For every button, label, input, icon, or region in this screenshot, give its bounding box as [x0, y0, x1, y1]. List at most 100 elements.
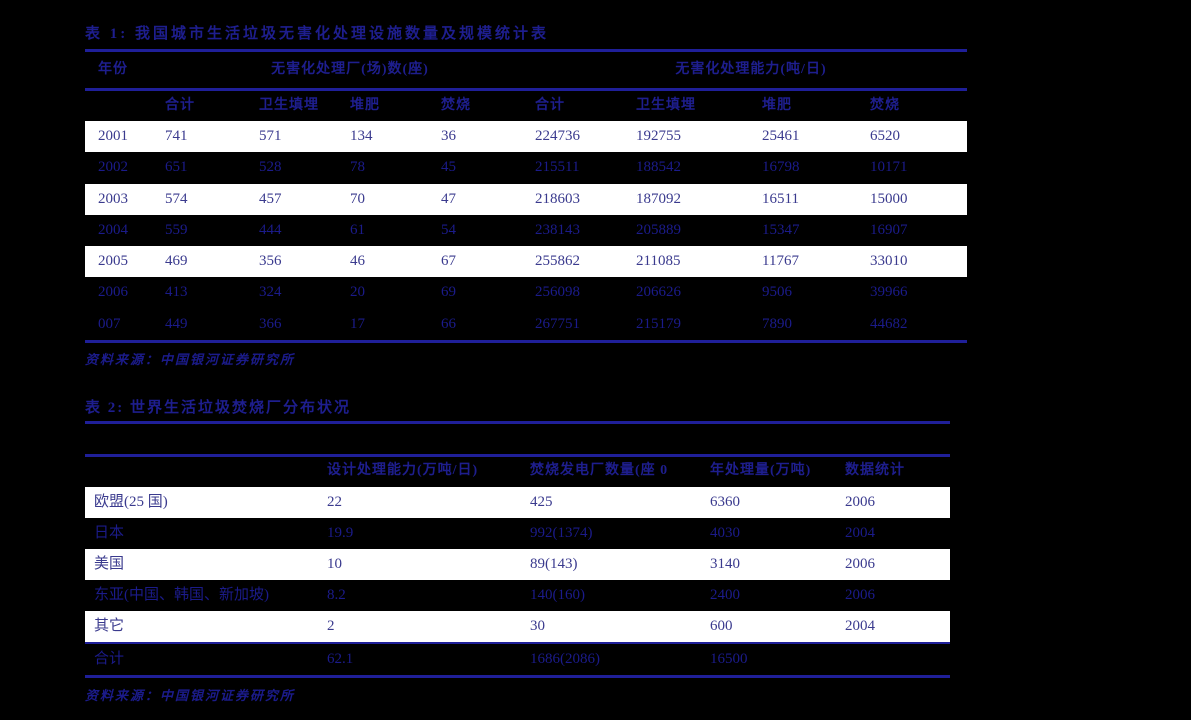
table-cell: 16500: [710, 651, 748, 668]
table-cell: 457: [259, 190, 282, 207]
table-cell: 218603: [535, 190, 580, 207]
table-cell: 134: [350, 128, 373, 144]
table1-source: 资料来源：中国银河证券研究所: [85, 352, 296, 368]
table-cell: 2006: [845, 494, 875, 511]
table-cell: 741: [165, 128, 188, 144]
table2-bottom-rule: [85, 675, 950, 679]
table-row: 2002 651 528 78 45 215511 188542 16798 1…: [85, 152, 967, 183]
table-cell: 69: [441, 284, 456, 301]
column-header: 焚烧: [441, 98, 471, 113]
column-header: 卫生填埋: [636, 98, 696, 113]
table-cell: 36: [441, 128, 456, 144]
table-cell: 合计: [94, 651, 125, 668]
table-cell: 25461: [762, 128, 800, 144]
table-cell: 44682: [870, 315, 908, 332]
table-cell: 2005: [98, 253, 128, 270]
table-cell: 61: [350, 221, 365, 238]
table-row: 美国 10 89(143) 3140 2006: [85, 549, 950, 581]
table-row: 2004 559 444 61 54 238143 205889 15347 1…: [85, 215, 967, 246]
table1-bottom-rule: [85, 340, 967, 344]
table-cell: [845, 644, 950, 675]
table-row: 2006 413 324 20 69 256098 206626 9506 39…: [85, 277, 967, 308]
table-cell: 425: [530, 494, 553, 511]
table-cell: 2400: [710, 587, 740, 604]
table-cell: 33010: [870, 253, 908, 270]
table-cell: 4030: [710, 525, 740, 542]
table-cell: 140(160): [530, 587, 585, 604]
table-row: 2003 574 457 70 47 218603 187092 16511 1…: [85, 183, 967, 215]
table-cell: 其它: [94, 618, 125, 635]
table2-total-rule: [85, 642, 950, 645]
table-cell: 188542: [636, 159, 681, 176]
table-cell: 192755: [636, 128, 681, 144]
table-cell: 574: [165, 190, 188, 207]
column-header: 合计: [165, 98, 195, 113]
column-header: 设计处理能力(万吨/日): [327, 463, 479, 479]
table-cell: 2001: [98, 128, 128, 144]
table-cell: 欧盟(25 国): [94, 494, 168, 511]
table-cell: 6360: [710, 494, 740, 511]
table-cell: 324: [259, 284, 282, 301]
table1-year-header: 年份: [98, 62, 128, 77]
report-page: 表 1: 我国城市生活垃圾无害化处理设施数量及规模统计表 年份 无害化处理厂(场…: [85, 0, 967, 704]
table1-group-header-count: 无害化处理厂(场)数(座): [271, 62, 429, 77]
table-cell: 215511: [535, 159, 580, 176]
table-row: 2001 741 571 134 36 224736 192755 25461 …: [85, 121, 967, 153]
table-cell: 2004: [98, 221, 128, 238]
table-cell: 992(1374): [530, 525, 593, 542]
column-header: 焚烧发电厂数量(座 0: [530, 463, 669, 479]
table2-title-rule: [85, 421, 950, 425]
table-cell: 16907: [870, 221, 908, 238]
table-cell: 2006: [98, 284, 128, 301]
table-cell: 7890: [762, 315, 792, 332]
table-cell: 2: [327, 618, 335, 635]
table-cell: 70: [350, 190, 365, 207]
table2-header-row: 设计处理能力(万吨/日) 焚烧发电厂数量(座 0 年处理量(万吨) 数据统计: [85, 454, 950, 487]
table-cell: 2003: [98, 190, 128, 207]
table-cell: 10: [327, 556, 342, 573]
column-header: 堆肥: [762, 98, 792, 113]
table-cell: 30: [530, 618, 545, 635]
table-cell: 15347: [762, 221, 800, 238]
table2-source: 资料来源：中国银河证券研究所: [85, 688, 296, 704]
table-cell: 571: [259, 128, 282, 144]
table-cell: 15000: [870, 190, 908, 207]
table-cell: 206626: [636, 284, 681, 301]
table-cell: 47: [441, 190, 456, 207]
table-cell: 215179: [636, 315, 681, 332]
table-cell: 78: [350, 159, 365, 176]
table-cell: 东亚(中国、韩国、新加坡): [94, 587, 269, 604]
table1-subheader-row: 合计 卫生填埋 堆肥 焚烧 合计 卫生填埋 堆肥 焚烧: [85, 91, 967, 121]
table2-title: 表 2: 世界生活垃圾焚烧厂分布状况: [85, 400, 351, 417]
table-cell: 8.2: [327, 587, 346, 604]
table-cell: 美国: [94, 556, 125, 573]
table-cell: 2004: [845, 525, 875, 542]
table1-title: 表 1: 我国城市生活垃圾无害化处理设施数量及规模统计表: [85, 26, 549, 42]
table-cell: 19.9: [327, 525, 354, 542]
table-cell: 449: [165, 315, 188, 332]
table-cell: 66: [441, 315, 456, 332]
table-cell: 651: [165, 159, 188, 176]
table-cell: 600: [710, 618, 733, 635]
table-cell: 205889: [636, 221, 681, 238]
table1-group-header-capacity: 无害化处理能力(吨/日): [675, 62, 827, 77]
table-cell: 267751: [535, 315, 580, 332]
table-cell: 224736: [535, 128, 580, 144]
table-cell: 3140: [710, 556, 740, 573]
column-header: 卫生填埋: [259, 98, 319, 113]
table-cell: 007: [98, 315, 121, 332]
table-cell: 62.1: [327, 651, 354, 668]
table-row: 东亚(中国、韩国、新加坡) 8.2 140(160) 2400 2006: [85, 580, 950, 611]
column-header: 堆肥: [350, 98, 380, 113]
table-row: 其它 2 30 600 2004: [85, 611, 950, 643]
column-header: 焚烧: [870, 98, 900, 113]
table-cell: 2004: [845, 618, 875, 635]
table-cell: 238143: [535, 221, 580, 238]
table-cell: 559: [165, 221, 188, 238]
table-row: 007 449 366 17 66 267751 215179 7890 446…: [85, 309, 967, 340]
table-cell: 16511: [762, 190, 799, 207]
column-header: 合计: [535, 98, 565, 113]
table-cell: 2006: [845, 587, 875, 604]
table-cell: 469: [165, 253, 188, 270]
table-cell: 22: [327, 494, 342, 511]
